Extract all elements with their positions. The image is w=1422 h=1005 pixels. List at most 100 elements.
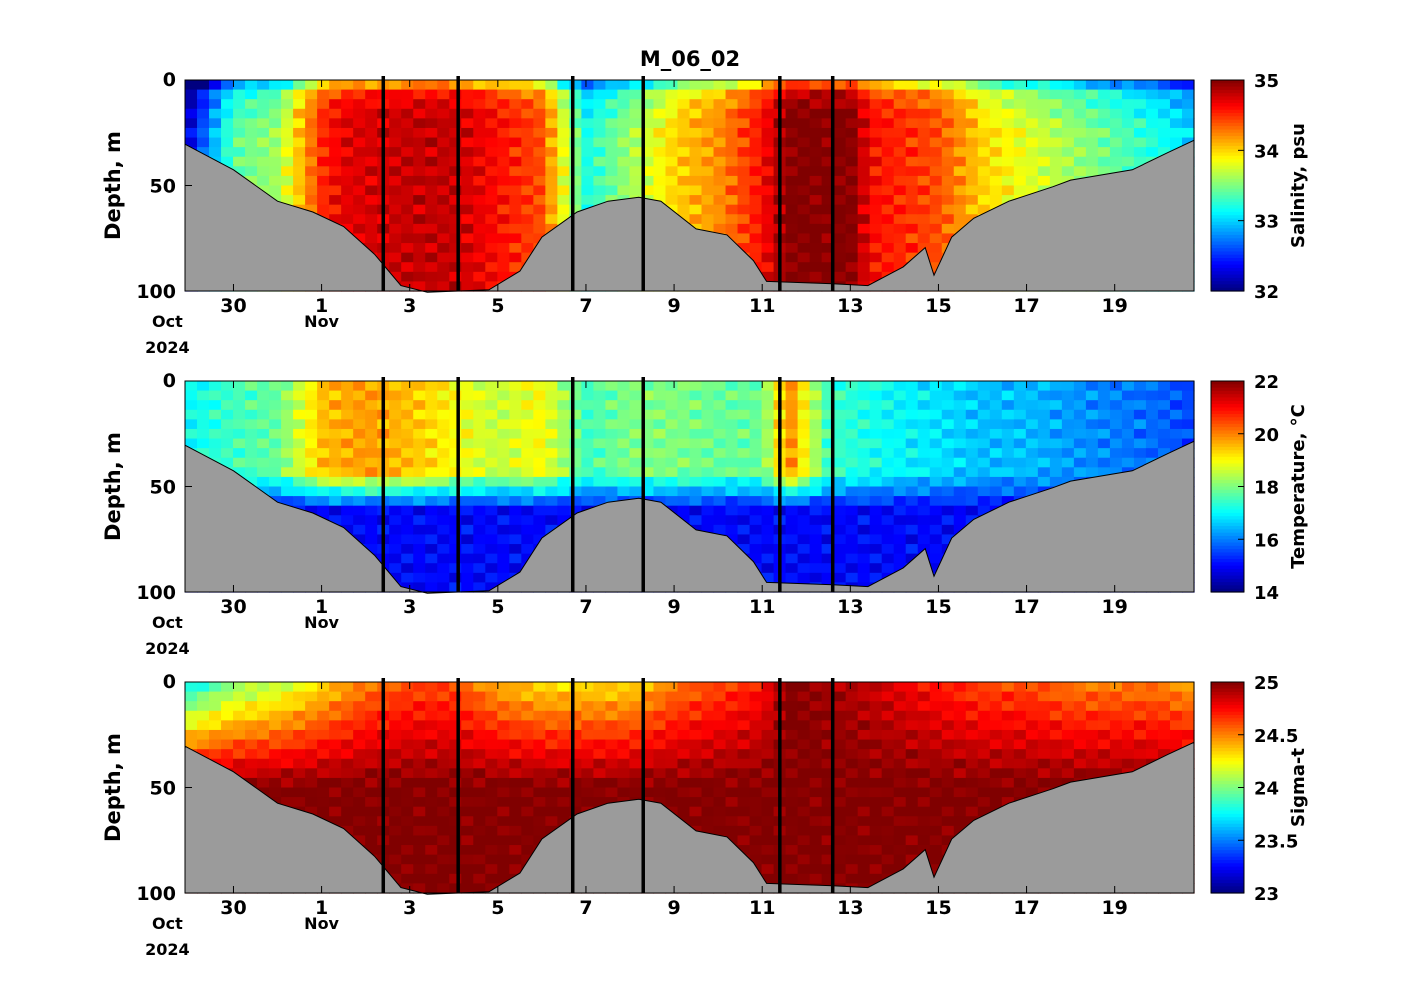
salinity-cell	[533, 204, 546, 215]
temperature-cell	[329, 409, 342, 420]
salinity-cell	[317, 204, 330, 215]
salinity-cell	[521, 185, 534, 196]
salinity-cell	[785, 147, 799, 158]
salinity-cell	[413, 137, 426, 148]
sigma-cell	[737, 825, 751, 837]
temperature-cell	[485, 572, 498, 584]
salinity-cell	[209, 89, 222, 100]
temperature-cell	[437, 553, 450, 564]
salinity-colorbar-segment	[1211, 198, 1244, 203]
temperature-cell	[461, 515, 474, 526]
sigma-cell	[233, 768, 246, 779]
sigma-cell	[641, 710, 655, 721]
salinity-cell	[761, 252, 775, 263]
salinity-cell	[893, 80, 907, 91]
temperature-cell	[965, 457, 979, 468]
temperature-cell	[845, 457, 859, 468]
temperature-cell	[965, 381, 979, 392]
salinity-cell	[857, 271, 871, 283]
salinity-cell	[1037, 89, 1051, 100]
salinity-cell	[965, 175, 979, 187]
temperature-cell	[809, 419, 823, 430]
temperature-cell	[521, 496, 534, 507]
salinity-cell	[497, 223, 510, 235]
temperature-cell	[233, 400, 246, 411]
salinity-cell	[185, 127, 198, 139]
salinity-cell	[461, 80, 474, 91]
temperature-cell	[953, 438, 967, 449]
salinity-cell	[473, 204, 486, 215]
temperature-cell	[353, 428, 366, 440]
temperature-cell	[725, 534, 739, 545]
salinity-cell	[257, 108, 270, 119]
sigma-cell	[245, 758, 258, 769]
temperature-cell	[269, 409, 282, 420]
salinity-cell	[485, 147, 498, 158]
temperature-cell	[593, 457, 607, 468]
salinity-cell	[389, 99, 402, 110]
sigma-cell	[245, 729, 258, 741]
temperature-cell	[869, 428, 883, 440]
salinity-cell	[941, 99, 955, 110]
salinity-cell	[449, 195, 462, 206]
temperature-cell	[1013, 390, 1027, 401]
salinity-cell	[437, 118, 450, 129]
salinity-cell	[821, 80, 835, 91]
temperature-cell	[425, 524, 438, 536]
sigma-cell	[485, 835, 498, 846]
temperature-cell	[881, 524, 895, 536]
salinity-cell	[785, 118, 799, 129]
salinity-cell	[197, 99, 210, 110]
sigma-cell	[317, 749, 330, 760]
salinity-cell	[785, 214, 799, 225]
salinity-cell	[389, 147, 402, 158]
salinity-cell	[317, 80, 330, 91]
sigma-cell	[197, 682, 210, 693]
temperature-colorbar-segment	[1211, 559, 1244, 563]
sigma-cell	[413, 682, 426, 693]
temperature-cell	[629, 486, 643, 497]
sigma-cell	[353, 797, 366, 808]
salinity-cell	[533, 137, 546, 148]
sigma-cell	[305, 806, 318, 817]
salinity-cell	[269, 118, 282, 129]
temperature-cell	[185, 419, 198, 430]
sigma-cell	[449, 825, 462, 837]
temperature-cell	[725, 486, 739, 497]
temperature-cell	[341, 476, 354, 488]
sigma-cell	[665, 777, 679, 789]
temperature-cell	[437, 409, 450, 420]
salinity-cell	[1085, 156, 1099, 167]
temperature-colorbar-segment	[1211, 476, 1244, 481]
sigma-cell	[401, 845, 414, 856]
sigma-cell	[257, 777, 270, 789]
temperature-cell	[1001, 419, 1015, 430]
sigma-cell	[509, 787, 522, 798]
temperature-cell	[413, 419, 426, 430]
salinity-cell	[473, 271, 486, 283]
salinity-cell	[917, 80, 931, 91]
sigma-cell	[413, 739, 426, 750]
temperature-colorbar-segment	[1211, 578, 1244, 583]
salinity-cell	[917, 195, 931, 206]
temperature-colorbar-segment	[1211, 479, 1244, 484]
temperature-cell	[221, 448, 234, 459]
salinity-colorbar-segment	[1211, 99, 1244, 104]
salinity-cell	[389, 214, 402, 225]
salinity-cell	[629, 147, 643, 158]
sigma-cell	[197, 720, 210, 731]
sigma-cell	[641, 691, 655, 702]
salinity-cell	[977, 99, 991, 110]
sigma-cell	[461, 873, 474, 885]
salinity-cell	[437, 127, 450, 139]
salinity-colorbar-segment	[1211, 274, 1244, 279]
temperature-cell	[557, 486, 570, 497]
salinity-cell	[581, 195, 594, 206]
sigma-cell	[389, 787, 402, 798]
temperature-cell	[713, 496, 727, 507]
temperature-cell	[689, 448, 703, 459]
temperature-cell	[389, 457, 402, 468]
temperature-cell	[1013, 409, 1027, 420]
temperature-colorbar-segment	[1211, 529, 1244, 534]
sigma-cell	[641, 758, 655, 769]
